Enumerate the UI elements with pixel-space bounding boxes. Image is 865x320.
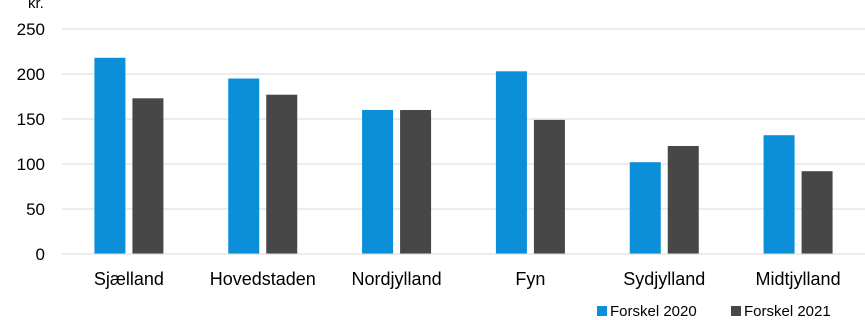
legend-swatch <box>597 306 607 316</box>
x-category-label: Nordjylland <box>352 269 442 289</box>
bars <box>94 57 833 255</box>
bar-2021-1 <box>266 94 298 254</box>
y-axis-unit-label: kr. <box>28 0 44 12</box>
bar-2020-2 <box>362 110 394 254</box>
y-tick-label: 200 <box>17 65 45 84</box>
legend-swatch <box>731 306 741 316</box>
bar-2021-4 <box>667 146 699 254</box>
bar-2020-5 <box>763 135 795 254</box>
y-tick-label: 0 <box>36 245 45 264</box>
bar-2021-3 <box>533 119 565 255</box>
bar-2020-0 <box>94 57 126 254</box>
x-category-label: Sydjylland <box>623 269 705 289</box>
legend: Forskel 2020 Forskel 2021 <box>597 303 831 320</box>
bar-2021-2 <box>400 110 432 254</box>
y-axis-ticks: 0 50 100 150 200 250 <box>17 20 45 264</box>
x-category-label: Fyn <box>515 269 545 289</box>
legend-label: Forskel 2020 <box>610 303 697 320</box>
y-tick-label: 150 <box>17 110 45 129</box>
y-tick-label: 100 <box>17 155 45 174</box>
bar-2020-3 <box>495 71 527 254</box>
x-category-label: Midtjylland <box>756 269 841 289</box>
y-tick-label: 250 <box>17 20 45 39</box>
bar-2021-0 <box>132 98 164 254</box>
x-category-label: Sjælland <box>94 269 164 289</box>
bar-2020-1 <box>228 78 260 254</box>
bar-2020-4 <box>629 162 661 254</box>
grid-lines <box>62 28 865 210</box>
legend-label: Forskel 2021 <box>744 303 831 320</box>
x-axis-categories: Sjælland Hovedstaden Nordjylland Fyn Sydjyll… <box>94 269 841 289</box>
x-category-label: Hovedstaden <box>210 269 316 289</box>
y-tick-label: 50 <box>26 200 45 219</box>
bar-2021-5 <box>801 171 833 254</box>
